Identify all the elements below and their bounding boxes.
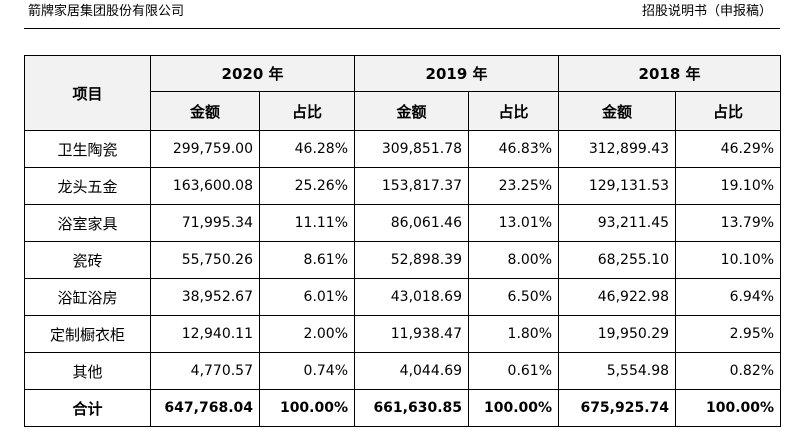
amount-header: 金额 <box>558 91 677 131</box>
amount-cell: 153,817.37 <box>354 167 470 205</box>
ratio-cell: 25.26% <box>258 167 356 205</box>
document-title: 招股说明书（申报稿） <box>641 4 772 19</box>
amount-cell: 11,938.47 <box>354 315 470 353</box>
amount-cell: 312,899.43 <box>558 130 677 168</box>
amount-header: 金额 <box>150 91 260 131</box>
amount-cell: 52,898.39 <box>354 241 470 279</box>
amount-cell: 46,922.98 <box>558 278 677 316</box>
row-label: 浴室家具 <box>24 204 151 242</box>
page-header: 箭牌家居集团股份有限公司 招股说明书（申报稿） <box>24 0 780 29</box>
amount-header: 金额 <box>354 91 470 131</box>
table-row: 浴室家具 71,995.34 11.11% 86,061.46 13.01% 9… <box>24 204 782 242</box>
amount-cell: 38,952.67 <box>150 278 260 316</box>
ratio-cell: 13.01% <box>468 204 560 242</box>
ratio-header: 占比 <box>675 91 782 131</box>
amount-cell: 19,950.29 <box>558 315 677 353</box>
ratio-header: 占比 <box>468 91 560 131</box>
ratio-header: 占比 <box>258 91 356 131</box>
table-row: 浴缸浴房 38,952.67 6.01% 43,018.69 6.50% 46,… <box>24 278 782 316</box>
ratio-cell: 19.10% <box>675 167 782 205</box>
amount-cell: 43,018.69 <box>354 278 470 316</box>
year-header-2020: 2020 年 <box>149 55 356 92</box>
amount-cell: 5,554.98 <box>558 352 677 390</box>
row-label: 浴缸浴房 <box>24 278 151 316</box>
ratio-cell: 8.61% <box>258 241 356 279</box>
row-label: 其他 <box>24 352 151 390</box>
amount-cell: 4,044.69 <box>354 352 470 390</box>
ratio-cell: 0.74% <box>258 352 356 390</box>
company-name: 箭牌家居集团股份有限公司 <box>28 4 185 19</box>
amount-cell: 163,600.08 <box>150 167 260 205</box>
ratio-cell: 11.11% <box>258 204 356 242</box>
ratio-cell: 8.00% <box>468 241 560 279</box>
total-amount-cell: 675,925.74 <box>558 389 677 427</box>
amount-cell: 55,750.26 <box>150 241 260 279</box>
total-ratio-cell: 100.00% <box>468 389 560 427</box>
total-ratio-cell: 100.00% <box>675 389 782 427</box>
table-row: 卫生陶瓷 299,759.00 46.28% 309,851.78 46.83%… <box>24 130 782 168</box>
revenue-breakdown-table: 项目 2020 年 2019 年 2018 年 金额 占比 金额 占比 金额 占… <box>24 55 782 427</box>
amount-cell: 68,255.10 <box>558 241 677 279</box>
table-row: 其他 4,770.57 0.74% 4,044.69 0.61% 5,554.9… <box>24 352 782 390</box>
table-row: 定制橱衣柜 12,940.11 2.00% 11,938.47 1.80% 19… <box>24 315 782 353</box>
ratio-cell: 2.00% <box>258 315 356 353</box>
subheader-row: 金额 占比 金额 占比 金额 占比 <box>25 91 782 131</box>
amount-cell: 12,940.11 <box>150 315 260 353</box>
row-label: 龙头五金 <box>24 167 151 205</box>
ratio-cell: 6.50% <box>468 278 560 316</box>
ratio-cell: 6.94% <box>675 278 782 316</box>
ratio-cell: 6.01% <box>258 278 356 316</box>
amount-cell: 309,851.78 <box>354 130 470 168</box>
ratio-cell: 46.28% <box>258 130 356 168</box>
ratio-cell: 46.83% <box>468 130 560 168</box>
table-row: 龙头五金 163,600.08 25.26% 153,817.37 23.25%… <box>24 167 782 205</box>
year-header-2018: 2018 年 <box>558 55 782 92</box>
row-label: 定制橱衣柜 <box>24 315 151 353</box>
amount-cell: 86,061.46 <box>354 204 470 242</box>
total-label: 合计 <box>24 389 151 427</box>
ratio-cell: 13.79% <box>675 204 782 242</box>
item-column-header: 项目 <box>24 55 151 131</box>
ratio-cell: 23.25% <box>468 167 560 205</box>
amount-cell: 129,131.53 <box>558 167 677 205</box>
amount-cell: 71,995.34 <box>150 204 260 242</box>
ratio-cell: 0.61% <box>468 352 560 390</box>
ratio-cell: 1.80% <box>468 315 560 353</box>
ratio-cell: 10.10% <box>675 241 782 279</box>
row-label: 卫生陶瓷 <box>24 130 151 168</box>
total-amount-cell: 647,768.04 <box>150 389 260 427</box>
amount-cell: 299,759.00 <box>150 130 260 168</box>
row-label: 瓷砖 <box>24 241 151 279</box>
total-ratio-cell: 100.00% <box>258 389 356 427</box>
total-row: 合计 647,768.04 100.00% 661,630.85 100.00%… <box>24 389 782 427</box>
year-header-row: 项目 2020 年 2019 年 2018 年 <box>24 55 782 131</box>
ratio-cell: 0.82% <box>675 352 782 390</box>
ratio-cell: 2.95% <box>675 315 782 353</box>
year-header-2019: 2019 年 <box>354 55 560 92</box>
ratio-cell: 46.29% <box>675 130 782 168</box>
table-row: 瓷砖 55,750.26 8.61% 52,898.39 8.00% 68,25… <box>24 241 782 279</box>
amount-cell: 4,770.57 <box>150 352 260 390</box>
total-amount-cell: 661,630.85 <box>354 389 470 427</box>
amount-cell: 93,211.45 <box>558 204 677 242</box>
